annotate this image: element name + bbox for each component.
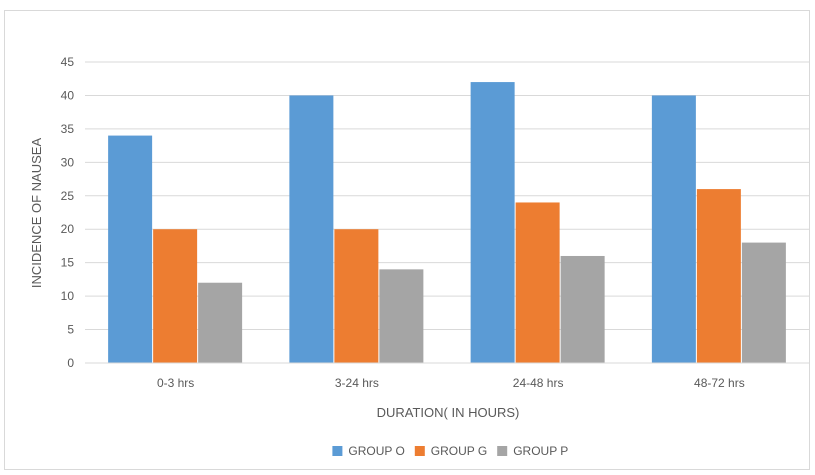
y-tick-label: 0: [67, 356, 74, 370]
bar-group-o: [470, 82, 515, 364]
y-tick-label: 35: [61, 122, 75, 136]
legend-label: GROUP O: [348, 444, 404, 458]
y-tick-label: 25: [61, 189, 75, 203]
y-axis-tick-labels: 0 5 10 15 20 25 30 35 40 45: [61, 55, 75, 370]
legend-label: GROUP P: [513, 444, 568, 458]
x-axis-tick-labels: 0-3 hrs 3-24 hrs 24-48 hrs 48-72 hrs: [157, 376, 745, 390]
bar-group-o: [651, 95, 696, 363]
y-tick-label: 5: [67, 323, 74, 337]
x-tick-label: 0-3 hrs: [157, 376, 194, 390]
bar-group-g: [153, 229, 198, 363]
y-tick-label: 45: [61, 55, 75, 69]
y-tick-label: 15: [61, 256, 75, 270]
legend: GROUP O GROUP G GROUP P: [332, 444, 568, 458]
legend-label: GROUP G: [431, 444, 487, 458]
bar-group-g: [515, 202, 560, 363]
y-tick-label: 20: [61, 222, 75, 236]
bar-group-p: [560, 255, 605, 363]
bars: [108, 82, 786, 364]
x-tick-label: 48-72 hrs: [694, 376, 745, 390]
bar-group-g: [334, 229, 379, 363]
legend-swatch: [414, 446, 425, 456]
bar-group-o: [108, 135, 153, 363]
legend-swatch: [497, 446, 508, 456]
bar-group-o: [289, 95, 334, 363]
legend-swatch: [332, 446, 343, 456]
y-axis-title: INCIDENCE OF NAUSEA: [29, 138, 44, 289]
y-tick-label: 10: [61, 289, 75, 303]
y-tick-label: 40: [61, 88, 75, 102]
x-tick-label: 24-48 hrs: [513, 376, 564, 390]
bar-group-p: [198, 282, 243, 363]
bar-group-p: [741, 242, 786, 363]
y-tick-label: 30: [61, 155, 75, 169]
bar-group-g: [696, 189, 741, 363]
bar-group-p: [379, 269, 424, 363]
x-axis-title: DURATION( IN HOURS): [377, 405, 520, 420]
x-tick-label: 3-24 hrs: [335, 376, 379, 390]
